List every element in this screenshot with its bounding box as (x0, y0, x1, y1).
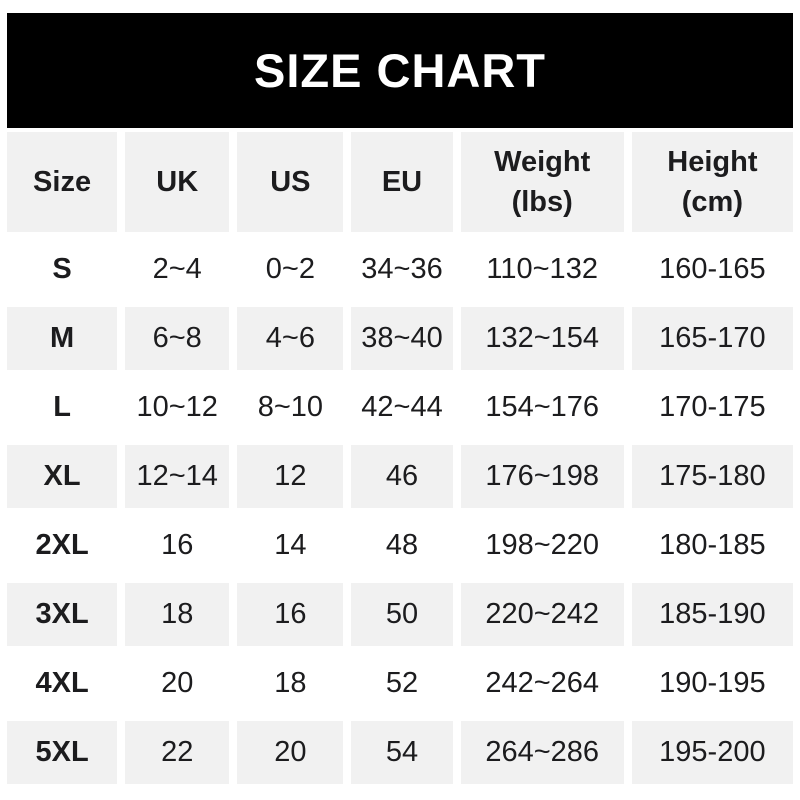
table-cell: 20 (237, 721, 344, 784)
table-cell: 6~8 (125, 307, 230, 370)
table-cell: 220~242 (460, 583, 624, 646)
title-banner: SIZE CHART (7, 13, 793, 128)
table-cell: 176~198 (460, 445, 624, 508)
table-cell: 12~14 (125, 445, 230, 508)
table-cell: 34~36 (351, 238, 453, 301)
column-header-label: US (270, 165, 311, 198)
table-cell: 264~286 (460, 721, 624, 784)
table-cell: 165-170 (631, 307, 793, 370)
column-header-sublabel: (cm) (681, 186, 743, 218)
table-cell: 18 (237, 652, 344, 715)
size-cell: S (7, 238, 118, 301)
table-cell: 2~4 (125, 238, 230, 301)
page-title: SIZE CHART (254, 44, 546, 97)
table-cell: 20 (125, 652, 230, 715)
table-cell: 195-200 (631, 721, 793, 784)
size-cell: 3XL (7, 583, 118, 646)
column-header-weight-lbs: Weight (lbs) (460, 132, 624, 232)
size-cell: M (7, 307, 118, 370)
table-cell: 185-190 (631, 583, 793, 646)
table-cell: 242~264 (460, 652, 624, 715)
table-cell: 8~10 (237, 376, 344, 439)
table-cell: 38~40 (351, 307, 453, 370)
table-cell: 154~176 (460, 376, 624, 439)
table-cell: 0~2 (237, 238, 344, 301)
table-cell: 22 (125, 721, 230, 784)
table-cell: 198~220 (460, 514, 624, 577)
table-cell: 54 (351, 721, 453, 784)
table-cell: 52 (351, 652, 453, 715)
size-cell: L (7, 376, 118, 439)
table-cell: 46 (351, 445, 453, 508)
table-cell: 170-175 (631, 376, 793, 439)
table-cell: 42~44 (351, 376, 453, 439)
size-cell: 5XL (7, 721, 118, 784)
table-cell: 10~12 (125, 376, 230, 439)
table-cell: 48 (351, 514, 453, 577)
table-cell: 180-185 (631, 514, 793, 577)
column-header-uk: UK (125, 132, 230, 232)
column-header-label: EU (381, 165, 423, 198)
table-cell: 14 (237, 514, 344, 577)
column-header-label: Weight (494, 145, 591, 178)
table-cell: 160-165 (631, 238, 793, 301)
table-cell: 16 (125, 514, 230, 577)
table-cell: 175-180 (631, 445, 793, 508)
table-cell: 50 (351, 583, 453, 646)
size-cell: 2XL (7, 514, 118, 577)
size-table: Size UK US EU Weight (lbs) Height (cm) S… (7, 132, 793, 784)
column-header-label: Size (33, 165, 92, 198)
table-cell: 12 (237, 445, 344, 508)
column-header-us: US (237, 132, 344, 232)
table-cell: 132~154 (460, 307, 624, 370)
table-cell: 190-195 (631, 652, 793, 715)
column-header-size: Size (7, 132, 118, 232)
column-header-label: UK (156, 165, 199, 198)
size-cell: XL (7, 445, 118, 508)
table-cell: 16 (237, 583, 344, 646)
table-cell: 110~132 (460, 238, 624, 301)
size-cell: 4XL (7, 652, 118, 715)
table-cell: 18 (125, 583, 230, 646)
column-header-eu: EU (351, 132, 453, 232)
column-header-height-cm: Height (cm) (631, 132, 793, 232)
column-header-sublabel: (lbs) (511, 186, 573, 218)
column-header-label: Height (667, 145, 758, 178)
table-cell: 4~6 (237, 307, 344, 370)
